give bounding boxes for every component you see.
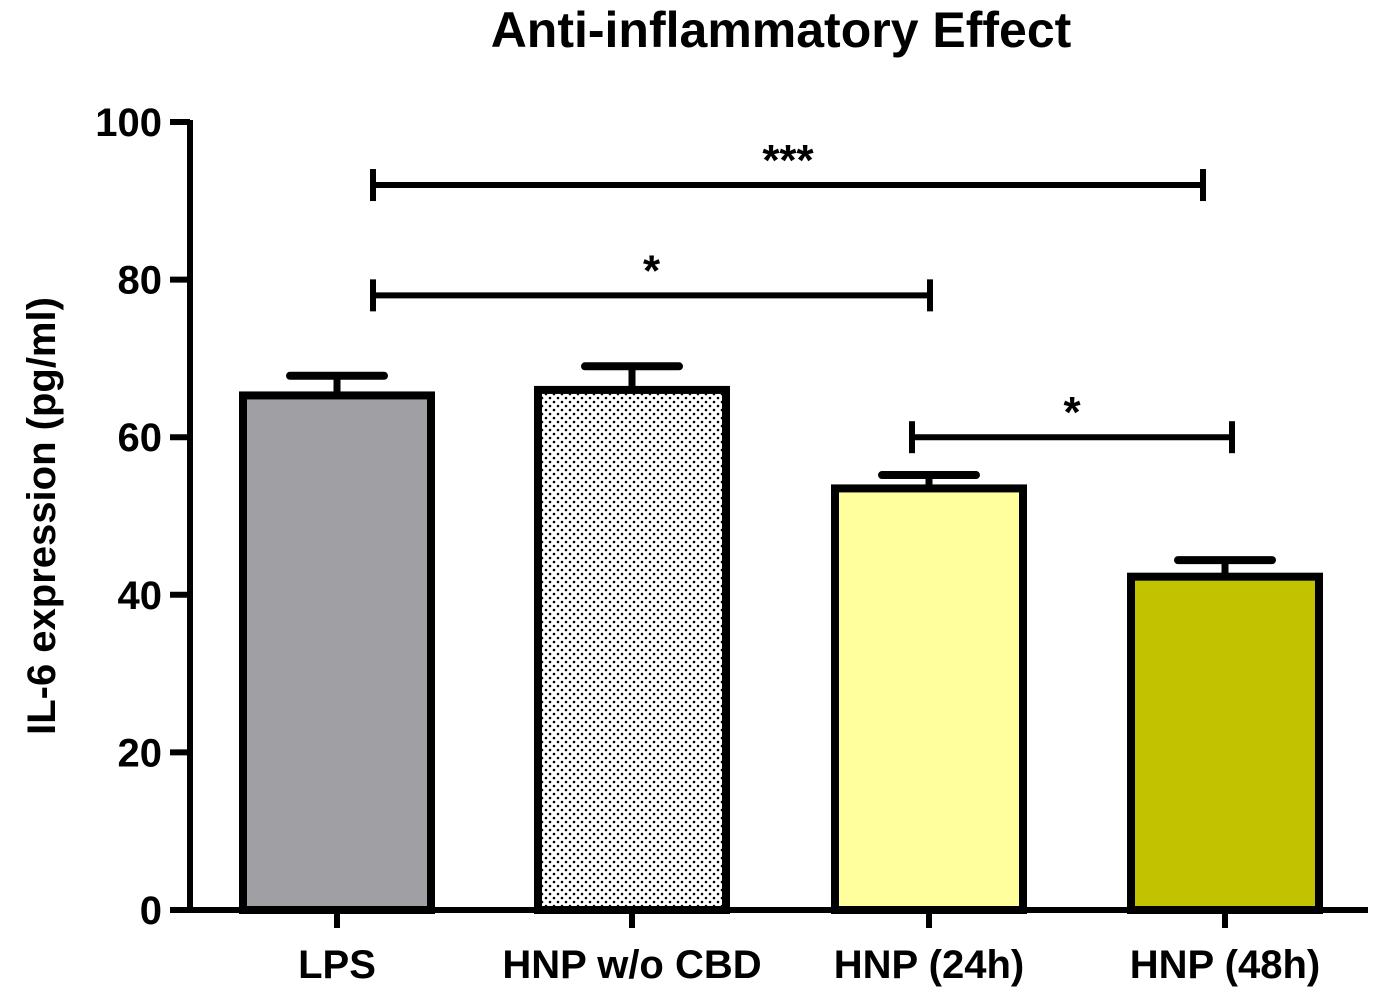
significance-label: *** — [762, 136, 814, 185]
x-tick-label: HNP w/o CBD — [502, 943, 761, 987]
chart-title: Anti-inflammatory Effect — [491, 2, 1072, 58]
bar — [1127, 572, 1323, 915]
y-axis-label: IL-6 expression (pg/ml) — [20, 297, 64, 735]
x-tick-label: LPS — [298, 943, 376, 987]
significance-brackets: ***** — [370, 136, 1235, 454]
x-tick-label: HNP (48h) — [1130, 943, 1320, 987]
y-tick-label: 100 — [95, 101, 162, 145]
bars — [239, 385, 1323, 915]
y-tick-label: 20 — [118, 731, 163, 775]
y-tick-label: 40 — [118, 574, 163, 618]
error-bars — [286, 362, 1276, 577]
y-tick-label: 60 — [118, 416, 163, 460]
significance-label: * — [1063, 388, 1081, 437]
axes: 0 20 40 60 80 100 LPS HNP w/o CBD HNP (24h) HNP (… — [95, 101, 1368, 987]
bar — [831, 484, 1027, 914]
y-tick-label: 0 — [140, 889, 162, 933]
bar — [534, 385, 730, 915]
x-tick-label: HNP (24h) — [834, 943, 1024, 987]
bar — [239, 391, 435, 915]
significance-label: * — [643, 246, 661, 295]
y-tick-label: 80 — [118, 259, 163, 303]
